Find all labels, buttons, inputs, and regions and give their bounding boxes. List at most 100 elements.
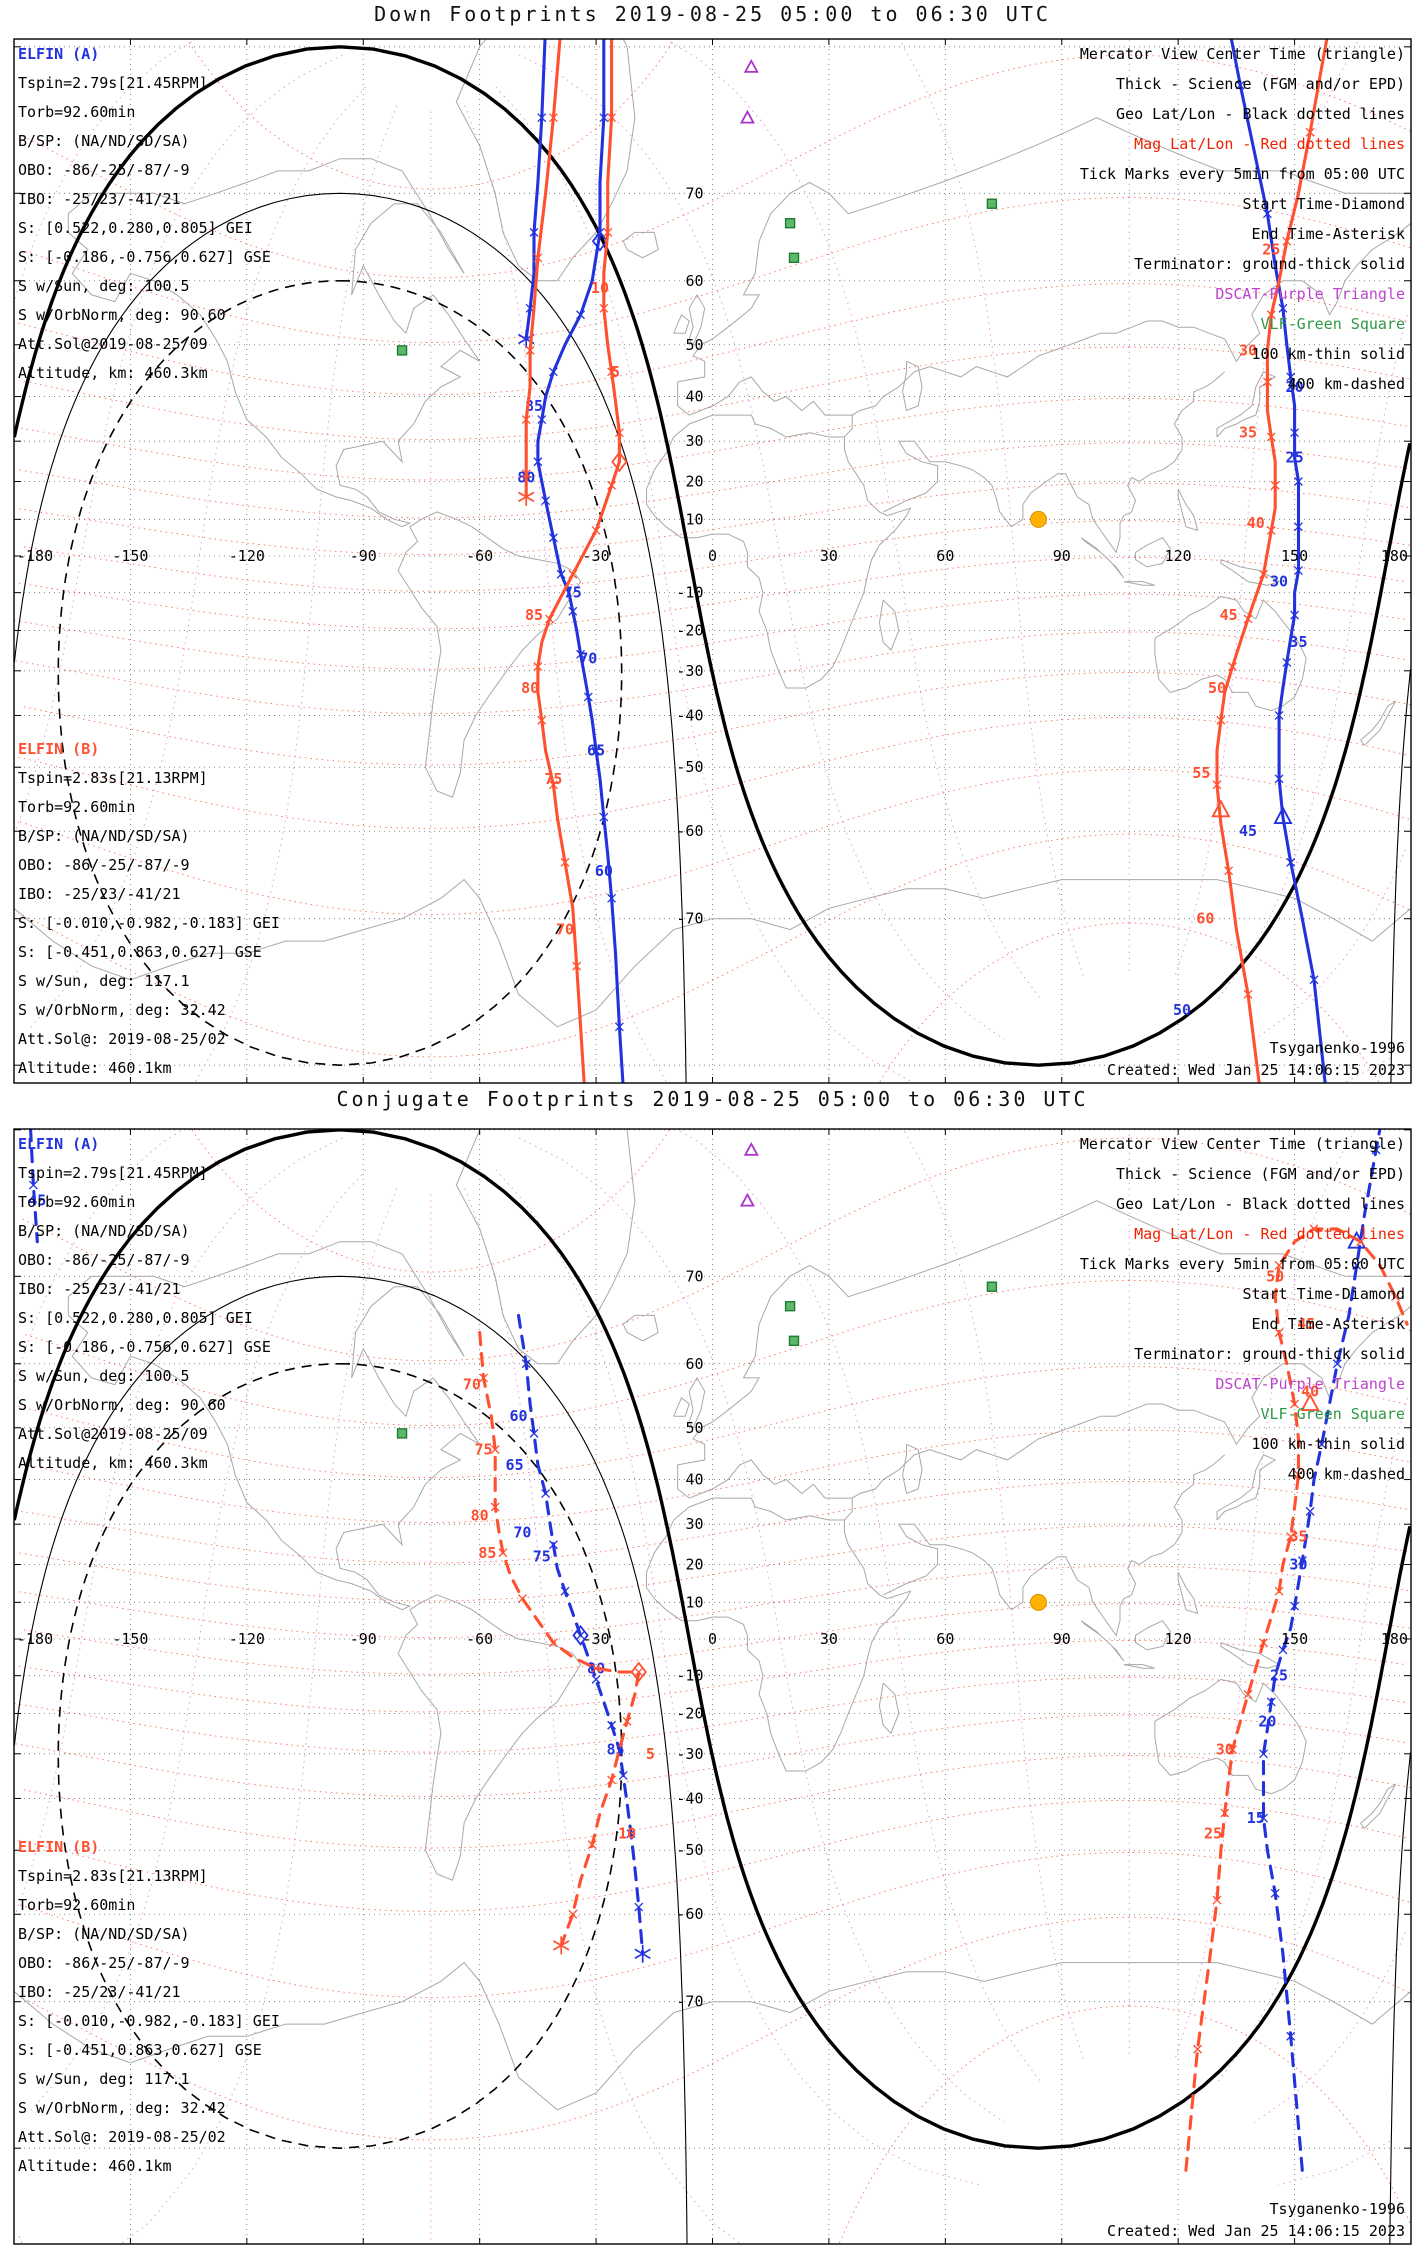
latitude-axis-label: -70 bbox=[676, 910, 703, 928]
elfin-a-tick-mark bbox=[1297, 1556, 1307, 1566]
elfin-b-legend-line: S: [-0.451,0.863,0.627] GSE bbox=[18, 2041, 262, 2059]
latitude-axis-label: 40 bbox=[685, 1471, 703, 1489]
terminator-ground bbox=[14, 45, 1411, 1067]
mag-longitude-gridline bbox=[1128, 1129, 1130, 2055]
elfin-b-tick-mark bbox=[1282, 236, 1292, 246]
elfin-a-legend-line: Torb=92.60min bbox=[18, 103, 135, 121]
longitude-axis-label: -60 bbox=[466, 547, 493, 565]
elfin-a-legend-line: S w/OrbNorm, deg: 90.60 bbox=[18, 306, 226, 324]
map-legend-line: Thick - Science (FGM and/or EPD) bbox=[1116, 1165, 1405, 1183]
elfin-b-tick-mark bbox=[533, 662, 543, 672]
elfin-b-track bbox=[1215, 39, 1329, 1083]
longitude-axis-label: 60 bbox=[936, 547, 954, 565]
map-border bbox=[13, 38, 1412, 1084]
elfin-b-track bbox=[536, 460, 621, 1083]
mag-latitude-gridline bbox=[18, 1852, 1410, 1998]
coastline bbox=[1135, 1620, 1171, 1651]
elfin-a-legend-line: B/SP: (NA/ND/SD/SA) bbox=[18, 1222, 190, 1240]
elfin-b-tick-mark bbox=[622, 1716, 632, 1726]
sun-subsolar-dot bbox=[1029, 510, 1047, 528]
coastline bbox=[397, 1594, 582, 1881]
mag-latitude-gridline bbox=[18, 1565, 1409, 1638]
longitude-axis-label: 120 bbox=[1165, 547, 1192, 565]
map-legend-line: DSCAT-Purple Triangle bbox=[1215, 285, 1405, 303]
latitude-axis-label: -10 bbox=[676, 584, 703, 602]
elfin-b-tick-mark bbox=[1212, 780, 1222, 790]
map-legend-line: Geo Lat/Lon - Black dotted lines bbox=[1116, 105, 1405, 123]
latitude-axis-label: 20 bbox=[685, 473, 703, 491]
coastline bbox=[1123, 581, 1156, 586]
elfin-b-tick-mark bbox=[525, 345, 535, 355]
map-legend-line: Terminator: ground-thick solid bbox=[1134, 1345, 1405, 1363]
coastline bbox=[1154, 595, 1307, 712]
longitude-axis-label: -180 bbox=[17, 1630, 53, 1648]
elfin-a-tick-mark bbox=[529, 227, 539, 237]
mag-latitude-gridline bbox=[15, 716, 1406, 829]
elfin-a-maglat-label: 25 bbox=[1270, 1667, 1288, 1685]
latitude-axis-label: 20 bbox=[685, 1556, 703, 1574]
elfin-b-maglat-label: 40 bbox=[1301, 1382, 1319, 1400]
elfin-a-tick-mark bbox=[537, 113, 547, 123]
elfin-b-legend-line: S: [-0.010,-0.982,-0.183] GEI bbox=[18, 2012, 280, 2030]
elfin-b-tick-mark bbox=[1259, 1638, 1268, 1648]
elfin-a-tick-mark bbox=[1286, 372, 1296, 382]
longitude-axis-label: -30 bbox=[583, 547, 610, 565]
elfin-a-start-diamond bbox=[572, 1624, 589, 1646]
elfin-a-tick-mark bbox=[1282, 658, 1292, 667]
elfin-b-legend-line: S w/OrbNorm, deg: 32.42 bbox=[18, 1001, 226, 1019]
elfin-b-tick-mark bbox=[1391, 1292, 1400, 1302]
elfin-b-tick-mark bbox=[1309, 1224, 1319, 1234]
latitude-axis-label: -60 bbox=[676, 822, 703, 840]
elfin-b-legend-line: OBO: -86/-25/-87/-9 bbox=[18, 1954, 190, 1972]
map-layers: 8580757065602025303545501058580757025303… bbox=[14, 39, 1411, 1083]
longitude-axis-label: -30 bbox=[583, 1630, 610, 1648]
mag-latitude-gridline bbox=[19, 1429, 1409, 1523]
mag-latitude-gridline bbox=[14, 593, 1405, 670]
mag-latitude-gridline bbox=[18, 1916, 1409, 2141]
elfin-b-tick-mark bbox=[591, 525, 601, 535]
coastline bbox=[1220, 1642, 1281, 1669]
elfin-b-tick-mark bbox=[568, 569, 578, 579]
map-legend-line: VLF-Green Square bbox=[1261, 1405, 1406, 1423]
longitude-axis-label: 180 bbox=[1381, 1630, 1408, 1648]
elfin-b-end-asterisk bbox=[552, 1936, 570, 1955]
elfin-b-maglat-label: 85 bbox=[478, 1544, 496, 1562]
map-legend-line: Tick Marks every 5min from 05:00 UTC bbox=[1080, 165, 1405, 183]
elfin-b-tick-mark bbox=[548, 780, 558, 790]
coastline bbox=[902, 360, 923, 412]
elfin-b-maglat-label: 75 bbox=[475, 1441, 493, 1459]
elfin-b-maglat-label: 25 bbox=[1262, 241, 1280, 259]
mag-latitude-gridline bbox=[18, 769, 1410, 915]
elfin-b-tick-mark bbox=[1286, 1532, 1296, 1542]
elfin-a-tick-mark bbox=[591, 746, 601, 756]
elfin-a-legend-line: IBO: -25/23/-41/21 bbox=[18, 1280, 181, 1298]
latitude-axis-label: 10 bbox=[685, 1593, 703, 1611]
elfin-b-maglat-label: 35 bbox=[1289, 1528, 1307, 1546]
elfin-b-tick-mark bbox=[1305, 127, 1315, 137]
elfin-a-legend-line: Att.Sol@2019-08-25/09 bbox=[18, 335, 208, 353]
created-timestamp: Created: Wed Jan 25 14:06:15 2023 bbox=[1107, 1061, 1405, 1079]
coastline bbox=[1177, 1571, 1199, 1615]
latitude-axis-label: -30 bbox=[676, 1745, 703, 1763]
elfin-a-tick-mark bbox=[1278, 303, 1288, 313]
mag-latitude-gridline bbox=[18, 482, 1409, 555]
mag-latitude-gridline bbox=[18, 833, 1409, 1058]
mag-latitude-gridline bbox=[21, 1280, 1411, 1426]
mag-latitude-gridline bbox=[17, 1525, 1408, 1602]
mag-longitude-gridline bbox=[119, 1188, 398, 2244]
elfin-b-tick-mark bbox=[1356, 1237, 1366, 1247]
mag-latitude-gridline bbox=[17, 1481, 1407, 1564]
elfin-b-maglat-label: 5 bbox=[646, 1745, 655, 1763]
elfin-a-end-asterisk bbox=[634, 1944, 651, 1963]
elfin-a-maglat-label: 30 bbox=[1270, 573, 1288, 591]
elfin-a-legend-line: B/SP: (NA/ND/SD/SA) bbox=[18, 132, 190, 150]
elfin-b-tick-mark bbox=[1228, 1745, 1237, 1755]
conjugate-footprints-panel: Conjugate Footprints 2019-08-25 05:00 to… bbox=[0, 1085, 1425, 2248]
elfin-a-tick-mark bbox=[541, 496, 551, 506]
elfin-b-legend-line: Altitude: 460.1km bbox=[18, 1059, 172, 1077]
mag-latitude-gridline bbox=[190, 1129, 671, 1273]
elfin-a-tick-mark bbox=[591, 1674, 601, 1684]
elfin-a-legend-line: S w/OrbNorm, deg: 90.60 bbox=[18, 1396, 226, 1414]
latitude-axis-label: -70 bbox=[676, 1993, 703, 2011]
longitude-axis-label: 150 bbox=[1281, 547, 1308, 565]
